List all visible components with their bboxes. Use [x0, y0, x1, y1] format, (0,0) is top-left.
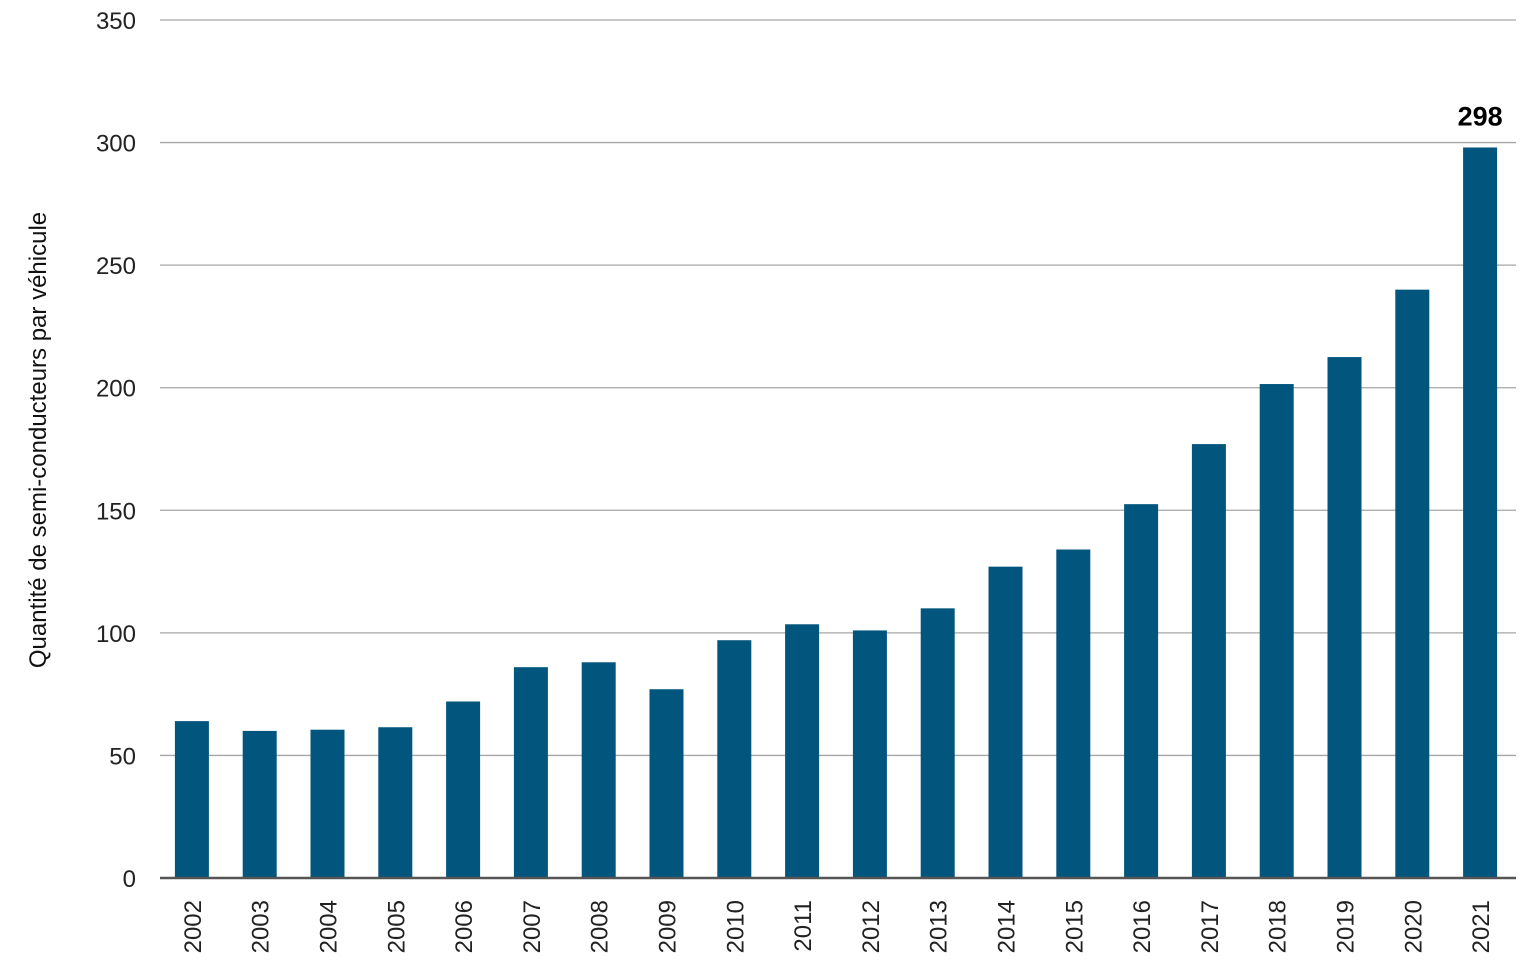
bar	[920, 608, 955, 878]
x-tick-label: 2003	[248, 900, 275, 953]
bar	[446, 701, 481, 878]
x-tick-label: 2019	[1333, 900, 1360, 953]
bar	[1124, 504, 1159, 878]
x-tick-label: 2018	[1265, 900, 1292, 953]
bar	[1327, 357, 1362, 879]
x-tick-label: 2020	[1400, 900, 1427, 953]
bar	[174, 721, 209, 878]
bar	[649, 689, 684, 878]
x-tick-label: 2004	[316, 900, 343, 953]
bar	[378, 727, 413, 878]
y-tick-label: 150	[96, 498, 136, 525]
y-axis-ticks: 0 50 100 150 200 250 300 350	[96, 8, 136, 893]
bar	[1395, 289, 1430, 879]
x-tick-label: 2014	[994, 900, 1021, 953]
x-tick-label: 2011	[790, 900, 817, 952]
bar	[1191, 444, 1226, 878]
x-tick-label: 2006	[451, 900, 478, 953]
x-tick-label: 2021	[1468, 900, 1495, 953]
data-label: 298	[1458, 101, 1503, 131]
bars	[174, 147, 1498, 879]
y-tick-label: 50	[109, 743, 136, 770]
x-tick-label: 2010	[722, 900, 749, 953]
bar	[513, 667, 548, 878]
bar	[310, 729, 345, 878]
y-axis-title: Quantité de semi-conducteurs par véhicul…	[25, 212, 52, 668]
x-tick-label: 2015	[1061, 900, 1088, 953]
bar	[242, 730, 277, 878]
x-tick-label: 2005	[383, 900, 410, 953]
bar	[785, 624, 820, 878]
data-labels: 298	[1458, 101, 1503, 131]
y-tick-label: 100	[96, 621, 136, 648]
x-tick-label: 2017	[1197, 900, 1224, 953]
y-tick-label: 0	[123, 866, 136, 893]
x-axis-ticks: 2002 2003 2004 2005 2006 2007 2008 2009 2010 2011…	[180, 900, 1495, 953]
x-tick-label: 2013	[926, 900, 953, 953]
bar	[1056, 549, 1091, 878]
y-tick-label: 250	[96, 253, 136, 280]
x-tick-label: 2012	[858, 900, 885, 953]
x-tick-label: 2008	[587, 900, 614, 953]
y-tick-label: 350	[96, 8, 136, 35]
bar	[581, 662, 616, 878]
bar	[1259, 384, 1294, 878]
bar	[988, 566, 1023, 878]
y-tick-label: 200	[96, 376, 136, 403]
bar	[1463, 147, 1498, 878]
y-tick-label: 300	[96, 131, 136, 158]
bar	[717, 640, 752, 878]
gridlines	[160, 19, 1516, 757]
x-tick-label: 2009	[655, 900, 682, 953]
x-tick-label: 2007	[519, 900, 546, 953]
bar	[852, 630, 887, 878]
x-tick-label: 2016	[1129, 900, 1156, 953]
x-tick-label: 2002	[180, 900, 207, 953]
